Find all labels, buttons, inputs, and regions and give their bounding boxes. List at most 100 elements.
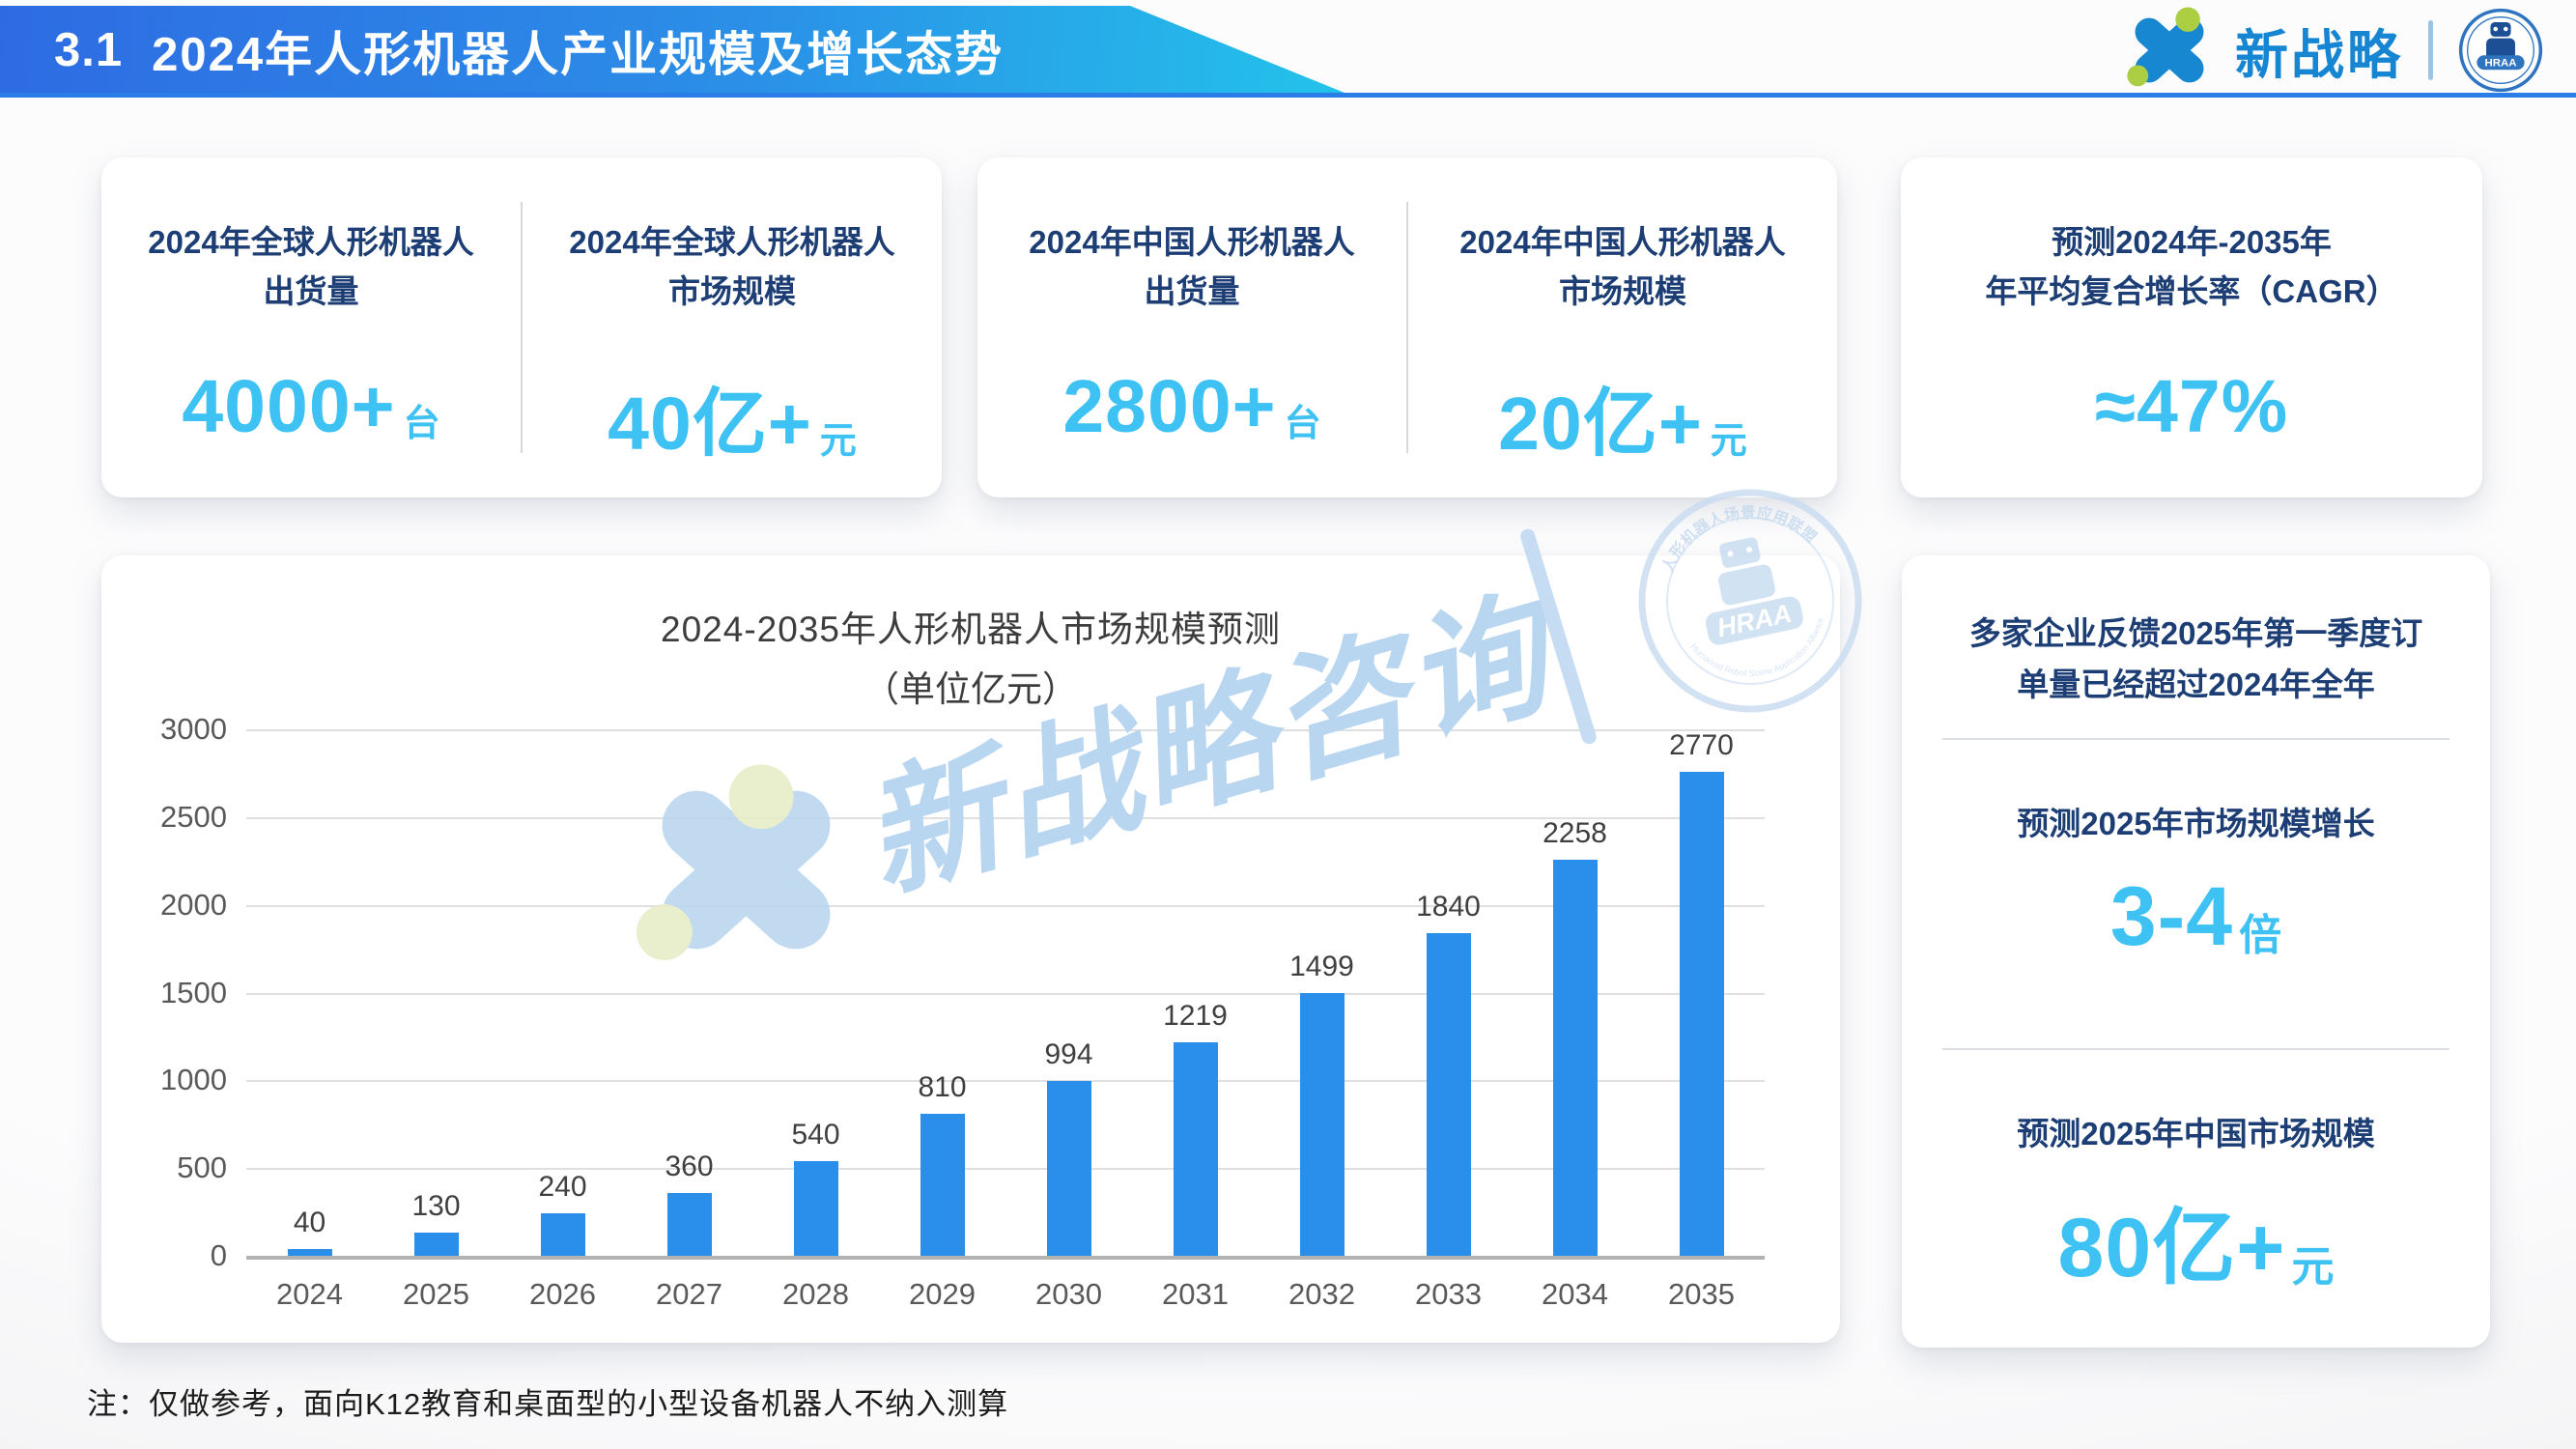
x-tick-label: 2024 (276, 1277, 343, 1311)
bar-value-label: 2258 (1543, 816, 1607, 849)
gridline (246, 729, 1765, 731)
bar-value-label: 2770 (1669, 729, 1734, 761)
stat-title: 2024年中国人形机器人 市场规模 (1459, 217, 1785, 316)
side-note-line1: 多家企业反馈2025年第一季度订 (1968, 615, 2423, 651)
bar (793, 1160, 838, 1256)
x-tick-label: 2025 (403, 1277, 469, 1311)
y-tick-label: 2000 (160, 887, 227, 922)
x-axis-line (246, 1256, 1765, 1260)
bar-slot-2033: 1840 2033 (1385, 729, 1512, 1311)
x-tick-label: 2028 (782, 1277, 849, 1311)
bar-slot-2034: 2258 2034 (1512, 729, 1638, 1311)
stat-title-line2: 出货量 (263, 273, 359, 310)
side-note-line2: 单量已经超过2024年全年 (2017, 666, 2375, 702)
bars-layer: 40 2024 130 2025 240 2026 360 2027 540 2028 810 202… (246, 729, 1765, 1311)
bar-value-label: 1840 (1416, 890, 1481, 923)
stat-card-cagr: 预测2024年-2035年 年平均复合增长率（CAGR） ≈47% (1901, 157, 2482, 497)
stat-china-shipments: 2024年中国人形机器人 出货量 2800+ 台 (977, 157, 1406, 497)
bar-value-label: 130 (411, 1190, 461, 1223)
gridline (246, 1080, 1765, 1083)
stat-value-unit: 元 (819, 421, 857, 463)
gridline (246, 904, 1765, 907)
stat-value: 40亿+ 元 (608, 364, 857, 471)
brand-logo: 新战略 HRAA (2121, 7, 2543, 93)
footnote: 注：仅做参考，面向K12教育和桌面型的小型设备机器人不纳入测算 (87, 1387, 1009, 1421)
side-panel: 多家企业反馈2025年第一季度订 单量已经超过2024年全年 预测2025年市场… (1902, 555, 2490, 1348)
y-axis-labels: 0 500 1000 1500 2000 2500 3000 (121, 712, 227, 1272)
stat-value: ≈47% (2095, 364, 2288, 450)
x-tick-label: 2035 (1668, 1277, 1735, 1311)
vertical-divider (521, 202, 523, 453)
bar (1679, 772, 1724, 1256)
vertical-divider (1406, 202, 1408, 453)
stat-title-line1: 2024年全球人形机器人 (569, 224, 895, 260)
china-2025-value: 80亿+ 元 (2058, 1179, 2335, 1300)
bar-value-label: 1219 (1163, 999, 1228, 1032)
gridline (246, 1168, 1765, 1171)
stat-title: 2024年中国人形机器人 出货量 (1029, 217, 1354, 316)
stat-china-market-size: 2024年中国人形机器人 市场规模 20亿+ 元 (1408, 157, 1837, 497)
growth-value-number: 3-4 (2109, 869, 2234, 963)
bar-slot-2032: 1499 2032 (1259, 729, 1385, 1311)
stat-title-line2: 市场规模 (667, 273, 796, 310)
x-tick-label: 2034 (1542, 1277, 1608, 1311)
stat-global-market-size: 2024年全球人形机器人 市场规模 40亿+ 元 (523, 157, 942, 497)
horizontal-divider (1942, 737, 2449, 740)
gridline (246, 992, 1765, 995)
bar (1173, 1041, 1218, 1256)
market-forecast-chart-card: 2024-2035年人形机器人市场规模预测 （单位亿元） 0 500 1000 150… (101, 555, 1840, 1343)
bar (287, 1248, 332, 1256)
stat-title-line2: 市场规模 (1558, 273, 1686, 310)
y-tick-label: 1500 (160, 975, 227, 1009)
stat-value: 4000+ 台 (182, 364, 439, 450)
bar-value-label: 1499 (1289, 950, 1354, 982)
bar-slot-2027: 360 2027 (626, 729, 752, 1311)
stat-title: 预测2024年-2035年 年平均复合增长率（CAGR） (1985, 217, 2397, 316)
stat-title-line2: 年平均复合增长率（CAGR） (1985, 273, 2398, 310)
bar-value-label: 540 (791, 1118, 840, 1151)
y-tick-label: 2500 (160, 799, 227, 834)
chart-title: 2024-2035年人形机器人市场规模预测 (661, 610, 1281, 649)
stat-title-line1: 2024年中国人形机器人 (1029, 224, 1355, 260)
stat-title-line1: 预测2024年-2035年 (2052, 224, 2332, 260)
bar (1046, 1081, 1091, 1256)
stat-value-number: 2800+ (1062, 365, 1277, 449)
stat-cagr: 预测2024年-2035年 年平均复合增长率（CAGR） ≈47% (1901, 157, 2482, 497)
bar (1552, 859, 1598, 1256)
bar (1299, 992, 1345, 1256)
brand-x-icon (2127, 7, 2204, 87)
bar (666, 1192, 712, 1256)
y-tick-label: 1000 (160, 1063, 227, 1097)
gridline (246, 816, 1765, 819)
bar (1426, 932, 1471, 1256)
bar-value-label: 40 (293, 1206, 326, 1238)
china-2025-value-unit: 元 (2291, 1242, 2335, 1291)
stat-value-unit: 元 (1710, 421, 1747, 463)
bar-slot-2028: 540 2028 (752, 729, 879, 1311)
horizontal-divider (1942, 1047, 2449, 1050)
x-tick-label: 2030 (1035, 1277, 1102, 1311)
page-title: 2024年人形机器人产业规模及增长态势 (152, 28, 1005, 81)
x-tick-label: 2031 (1162, 1277, 1229, 1311)
stat-value: 2800+ 台 (1062, 364, 1320, 450)
stat-title-line2: 出货量 (1144, 273, 1240, 310)
growth-value-unit: 倍 (2239, 911, 2282, 959)
bar-chart-plot: 0 500 1000 1500 2000 2500 3000 40 2024 130 2025 24… (160, 712, 1765, 1311)
growth-label: 预测2025年市场规模增长 (2017, 805, 2375, 841)
bar (920, 1113, 965, 1256)
bar (413, 1233, 459, 1256)
bar-value-label: 240 (538, 1171, 587, 1204)
bar-slot-2030: 994 2030 (1005, 729, 1132, 1311)
header-divider-line (0, 93, 2576, 98)
bar-slot-2031: 1219 2031 (1132, 729, 1259, 1311)
bar-slot-2035: 2770 2035 (1638, 729, 1765, 1311)
stat-value-number: ≈47% (2094, 365, 2289, 449)
bar (540, 1213, 585, 1256)
bar-slot-2025: 130 2025 (373, 729, 499, 1311)
stat-value: 20亿+ 元 (1498, 364, 1747, 471)
stat-title-line1: 2024年全球人形机器人 (148, 224, 474, 260)
stat-value-number: 4000+ (182, 365, 396, 449)
stat-value-unit: 台 (1284, 404, 1321, 445)
growth-value: 3-4 倍 (2110, 869, 2281, 965)
